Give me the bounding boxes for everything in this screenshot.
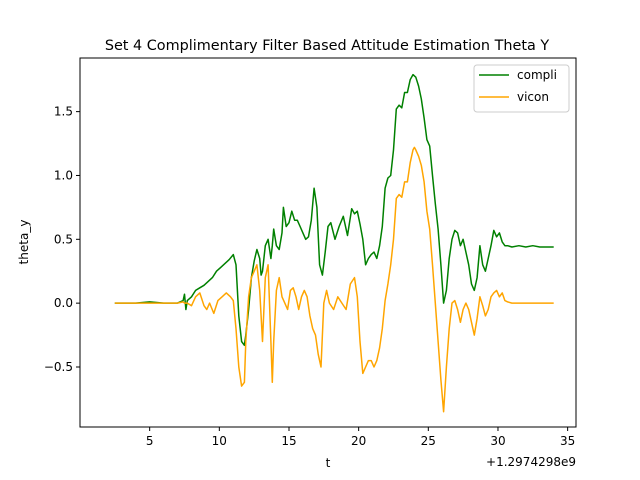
y-tick-label: −0.5 — [44, 360, 73, 374]
x-offset-text: +1.2974298e9 — [486, 455, 576, 469]
y-tick-label: 0.0 — [54, 296, 73, 310]
legend: compli vicon — [473, 64, 570, 113]
x-axis-label: t — [326, 456, 331, 470]
legend-label-vicon: vicon — [517, 90, 549, 104]
x-tick-label: 35 — [560, 434, 575, 448]
x-tick-label: 25 — [421, 434, 436, 448]
plot-lines — [114, 73, 554, 413]
y-axis-label: theta_y — [17, 220, 31, 265]
y-axis-ticks: −0.5 0.0 0.5 1.0 1.5 — [44, 105, 80, 374]
legend-box — [473, 64, 570, 113]
x-tick-label: 20 — [351, 434, 366, 448]
x-tick-label: 5 — [146, 434, 154, 448]
x-tick-label: 30 — [490, 434, 505, 448]
series-line-vicon — [114, 146, 554, 413]
series-compli — [114, 73, 554, 347]
series-vicon — [114, 146, 554, 413]
axes-frame — [79, 57, 577, 428]
x-tick-label: 10 — [212, 434, 227, 448]
chart-title: Set 4 Complimentary Filter Based Attitud… — [105, 38, 550, 54]
y-tick-label: 1.5 — [54, 105, 73, 119]
x-tick-label: 15 — [281, 434, 296, 448]
y-tick-label: 1.0 — [54, 168, 73, 182]
x-axis-ticks: 5 10 15 20 25 30 35 — [146, 427, 575, 448]
series-line-compli — [114, 73, 554, 347]
y-tick-label: 0.5 — [54, 232, 73, 246]
legend-label-compli: compli — [517, 68, 557, 82]
